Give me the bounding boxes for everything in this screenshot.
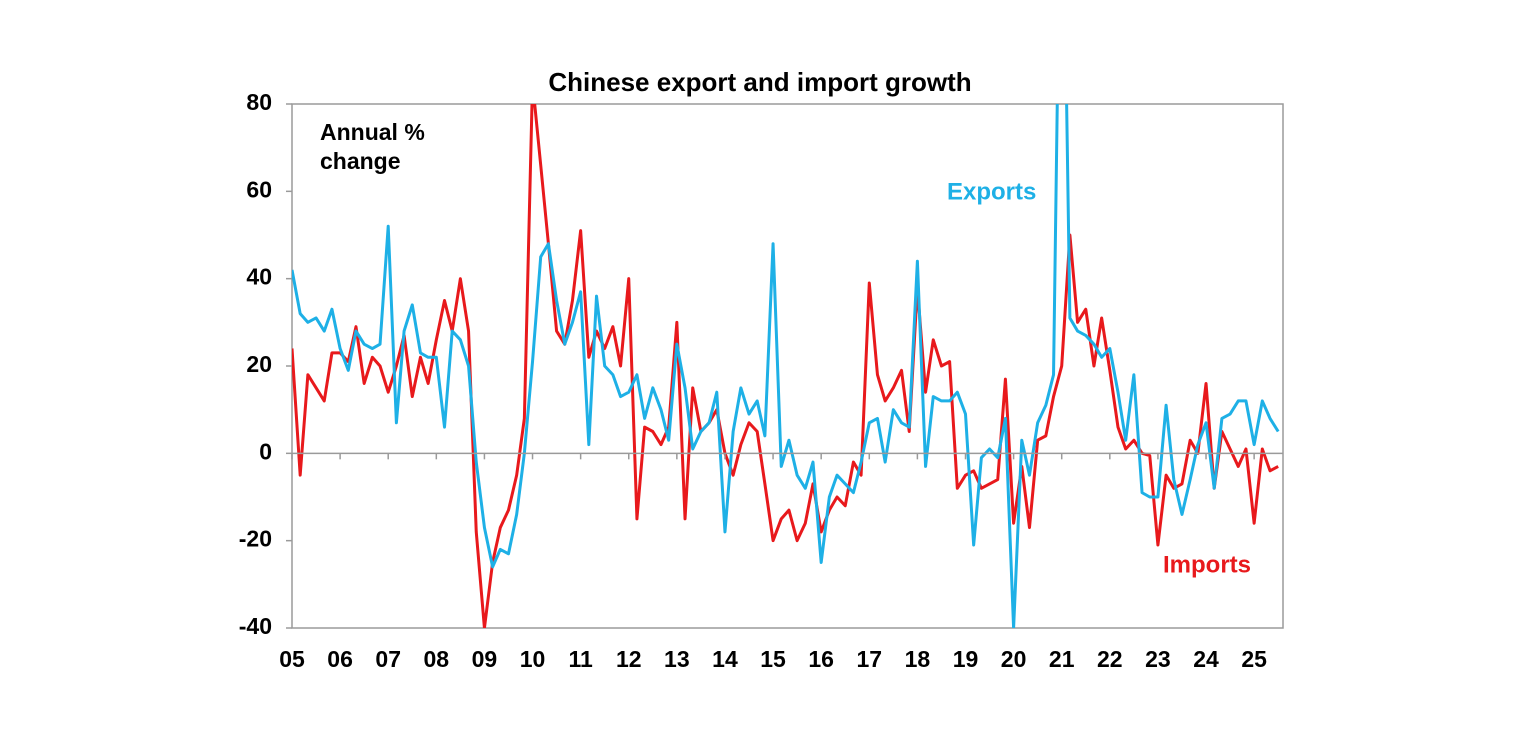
- x-tick-label: 17: [856, 646, 882, 672]
- x-tick-label: 20: [1001, 646, 1027, 672]
- x-tick-label: 08: [424, 646, 450, 672]
- x-tick-label: 16: [808, 646, 834, 672]
- x-tick-label: 18: [905, 646, 931, 672]
- y-tick-label: 60: [246, 176, 272, 202]
- y-tick-label: -40: [239, 613, 272, 639]
- x-tick-label: 21: [1049, 646, 1075, 672]
- x-tick-label: 24: [1193, 646, 1219, 672]
- x-tick-label: 09: [472, 646, 498, 672]
- x-tick-label: 23: [1145, 646, 1171, 672]
- x-tick-label: 05: [279, 646, 305, 672]
- y-tick-label: 80: [246, 89, 272, 115]
- chart-title: Chinese export and import growth: [548, 67, 971, 97]
- annotation: change: [320, 148, 401, 174]
- x-tick-label: 14: [712, 646, 738, 672]
- x-tick-label: 11: [568, 646, 593, 672]
- x-tick-label: 25: [1241, 646, 1267, 672]
- legend-label: Exports: [947, 178, 1036, 205]
- x-tick-label: 06: [327, 646, 353, 672]
- x-tick-label: 13: [664, 646, 690, 672]
- x-tick-label: 12: [616, 646, 642, 672]
- data-line: [292, 104, 1279, 628]
- y-tick-label: 40: [246, 264, 272, 290]
- y-tick-label: 0: [259, 438, 272, 464]
- plot-frame: [291, 103, 1284, 629]
- annotation: Annual %: [320, 119, 425, 145]
- x-tick-label: 22: [1097, 646, 1123, 672]
- x-tick-label: 15: [760, 646, 786, 672]
- legend-label: Imports: [1163, 551, 1251, 578]
- x-tick-label: 07: [375, 646, 401, 672]
- y-tick-label: -20: [239, 526, 272, 552]
- y-tick-label: 20: [246, 351, 272, 377]
- x-tick-label: 10: [520, 646, 546, 672]
- x-tick-label: 19: [953, 646, 979, 672]
